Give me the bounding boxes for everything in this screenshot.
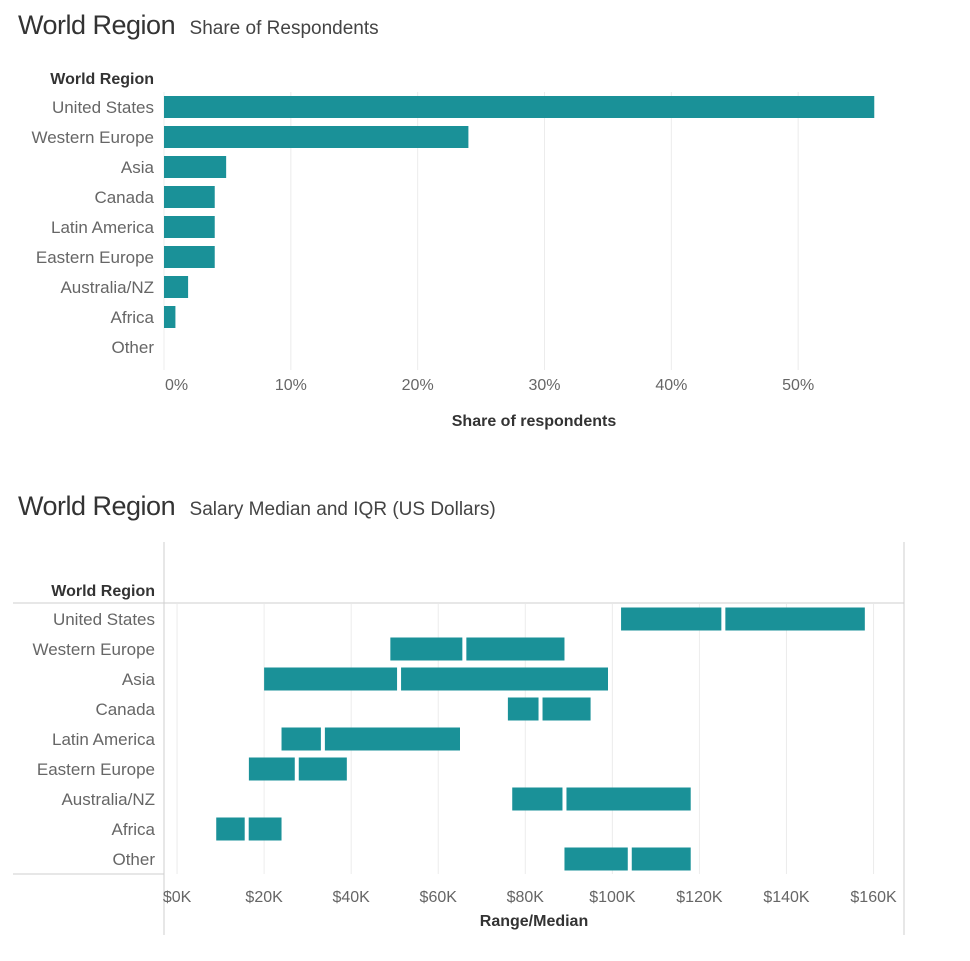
iqr-lower-bar-western-europe [390,637,463,661]
row-header: World Region [50,71,154,88]
iqr-upper-bar-africa [248,817,282,841]
category-label-other: Other [112,850,155,869]
category-label-united-states: United States [52,98,154,117]
x-tick-label: 20% [402,377,434,394]
category-label-eastern-europe: Eastern Europe [37,760,155,779]
salary-chart-subtitle: Salary Median and IQR (US Dollars) [189,499,496,520]
x-tick-label: $160K [850,889,897,906]
x-tick-label: 40% [655,377,687,394]
iqr-upper-bar-canada [542,697,591,721]
share-chart-title: World Region Share of Respondents [18,10,379,41]
x-tick-label: $40K [332,889,370,906]
x-tick-label: $120K [676,889,723,906]
row-header: World Region [51,583,155,600]
iqr-lower-bar-canada [507,697,539,721]
x-tick-label: 10% [275,377,307,394]
category-label-canada: Canada [94,188,154,207]
iqr-upper-bar-western-europe [466,637,565,661]
category-label-other: Other [111,338,154,357]
x-tick-label: $80K [507,889,545,906]
bar-asia [164,156,227,178]
category-label-africa: Africa [111,308,155,327]
category-label-united-states: United States [53,610,155,629]
x-tick-label: $20K [245,889,283,906]
salary-chart-main-title: World Region [18,491,176,521]
category-label-africa: Africa [112,820,156,839]
share-chart-main-title: World Region [18,10,176,40]
iqr-upper-bar-asia [401,667,608,691]
category-label-latin-america: Latin America [51,218,155,237]
iqr-lower-bar-australia-nz [512,787,563,811]
bar-united-states [164,96,875,118]
category-label-asia: Asia [122,670,156,689]
bar-eastern-europe [164,246,215,268]
iqr-lower-bar-eastern-europe [248,757,295,781]
category-label-western-europe: Western Europe [32,640,155,659]
iqr-lower-bar-united-states [621,607,722,631]
x-tick-label: $140K [763,889,810,906]
iqr-upper-bar-latin-america [324,727,460,751]
iqr-lower-bar-africa [216,817,245,841]
category-label-asia: Asia [121,158,155,177]
category-label-canada: Canada [95,700,155,719]
x-tick-label: 30% [528,377,560,394]
x-tick-label: 50% [782,377,814,394]
iqr-lower-bar-asia [264,667,398,691]
bar-australia-nz [164,276,189,298]
iqr-lower-bar-latin-america [281,727,321,751]
iqr-upper-bar-australia-nz [566,787,691,811]
iqr-lower-bar-other [564,847,628,871]
bar-latin-america [164,216,215,238]
category-label-australia-nz: Australia/NZ [60,278,154,297]
category-label-western-europe: Western Europe [31,128,154,147]
iqr-upper-bar-united-states [725,607,865,631]
x-tick-label: 0% [165,377,188,394]
salary-chart-title: World Region Salary Median and IQR (US D… [18,491,496,522]
x-tick-label: $0K [163,889,192,906]
share-chart-subtitle: Share of Respondents [189,18,379,39]
bar-africa [164,306,176,328]
x-tick-label: $60K [420,889,458,906]
share-of-respondents-chart: World Region United States Western Europe A… [31,71,875,430]
category-label-australia-nz: Australia/NZ [61,790,155,809]
x-tick-label: $100K [589,889,636,906]
bar-canada [164,186,215,208]
iqr-upper-bar-eastern-europe [298,757,347,781]
category-label-latin-america: Latin America [52,730,156,749]
iqr-upper-bar-other [631,847,691,871]
x-axis-label: Share of respondents [452,413,617,430]
bar-western-europe [164,126,469,148]
x-axis-label: Range/Median [480,913,588,930]
category-label-eastern-europe: Eastern Europe [36,248,154,267]
